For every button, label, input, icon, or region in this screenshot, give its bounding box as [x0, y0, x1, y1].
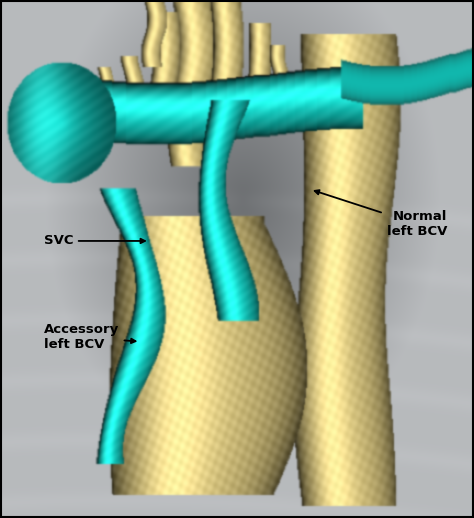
Text: Accessory
left BCV: Accessory left BCV: [44, 323, 136, 352]
Text: Normal
left BCV: Normal left BCV: [315, 190, 447, 238]
Text: SVC: SVC: [44, 235, 145, 248]
